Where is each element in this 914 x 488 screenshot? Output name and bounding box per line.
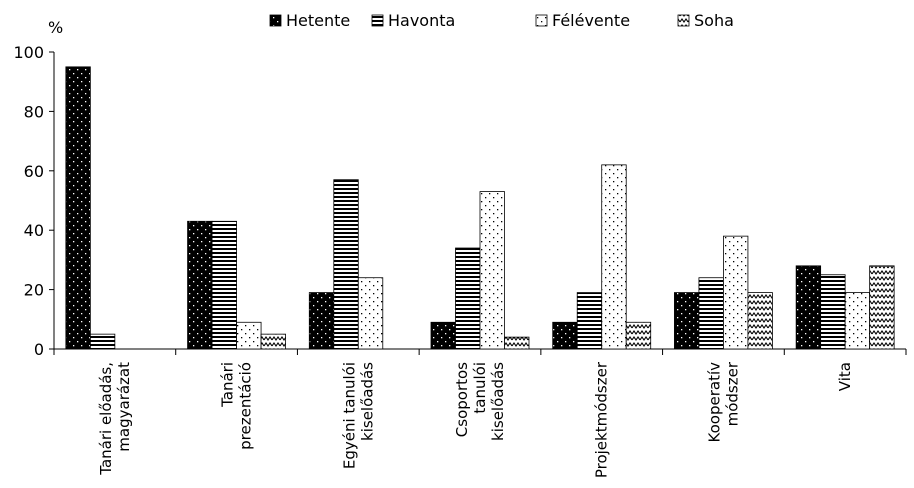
category-label-line: kiselőadás [358,362,376,441]
category-label-line: Projektmódszer [593,361,611,478]
category-label-line: Egyéni tanulói [340,362,358,469]
category-label-line: Csoportos [453,362,471,437]
bar-félévente-2 [357,277,384,350]
bar-hetente-6 [795,265,822,350]
category-label-line: Tanári [219,362,237,408]
category-label: Projektmódszer [593,361,611,478]
y-tick-label: 80 [24,102,44,121]
bar-havonta-1 [211,220,237,350]
bar-havonta-2 [333,179,359,350]
bar-marks [65,66,895,350]
y-tick-label: 100 [13,43,44,62]
bar-félévente-5 [723,235,749,350]
legend: Hetente Havonta Félévente Soha [269,11,734,30]
y-axis-ticks: 0 20 40 60 80 100 [13,43,54,359]
legend-label-félévente: Félévente [552,11,630,30]
bar-hetente-3 [430,321,456,350]
legend-label-soha: Soha [694,11,734,30]
category-label: Tanári prezentáció [219,362,255,450]
bar-félévente-6 [844,292,871,350]
category-label-line: magyarázat [115,362,133,452]
category-label-line: tanulói [471,362,489,414]
bar-havonta-0 [89,333,116,350]
legend-swatch-soha [677,14,690,27]
bar-soha-6 [869,265,895,350]
bar-havonta-3 [455,247,481,350]
y-axis-unit: % [48,18,63,37]
category-label: Csoportos tanulói kiselőadás [453,362,507,441]
bar-hetente-2 [308,292,335,350]
bar-hetente-0 [65,66,91,350]
y-tick-label: 20 [24,281,44,300]
bar-soha-5 [747,292,773,350]
category-label-line: Vita [836,362,854,391]
legend-swatch-félévente [535,14,548,27]
category-label: Vita [836,362,854,391]
bar-soha-3 [504,336,530,350]
category-label: Kooperatív módszer [705,361,741,442]
legend-label-havonta: Havonta [388,11,455,30]
category-label-line: Kooperatív [705,362,723,443]
category-labels: Tanári előadás, magyarázat Tanári prezentác… [97,361,854,478]
category-label-line: kiselőadás [489,362,507,441]
bar-havonta-4 [576,292,603,350]
bar-félévente-3 [479,191,505,350]
bar-hetente-1 [187,220,213,350]
category-label-line: Tanári előadás, [97,362,115,476]
category-label: Tanári előadás, magyarázat [97,362,133,476]
category-label-line: prezentáció [237,362,255,450]
x-axis-ticks [53,349,907,355]
y-tick-label: 40 [24,221,44,240]
bar-soha-1 [260,333,286,350]
y-tick-label: 60 [24,162,44,181]
bar-félévente-4 [601,164,627,350]
legend-label-hetente: Hetente [286,11,350,30]
bar-félévente-1 [236,321,262,350]
bar-hetente-4 [552,321,578,350]
bar-havonta-6 [820,274,846,350]
category-label-line: módszer [723,361,741,426]
category-label: Egyéni tanulói kiselőadás [340,362,376,469]
bar-hetente-5 [674,292,700,350]
y-tick-label: 0 [34,340,44,359]
bar-havonta-5 [698,277,724,350]
legend-swatch-hetente [269,14,282,27]
legend-swatch-havonta [371,14,384,27]
bar-soha-4 [625,321,652,350]
